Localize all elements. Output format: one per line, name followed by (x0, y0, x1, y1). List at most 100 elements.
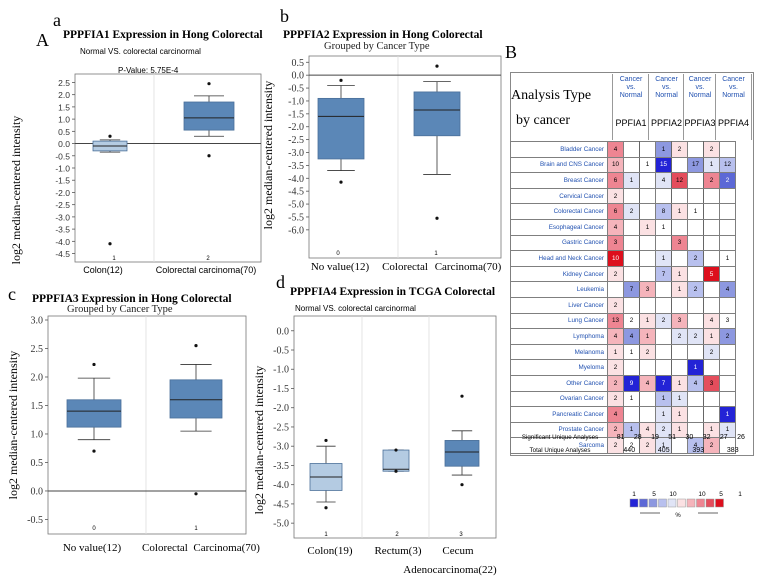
legend-swatch (696, 498, 705, 508)
panel-c-subtitle: Grouped by Cancer Type (67, 304, 173, 315)
column-header-ppfia4: Cancer vs. Normal PPFIA4 (715, 74, 752, 140)
outlier-point (207, 154, 211, 158)
panel-c-label: c (8, 284, 16, 304)
chart-a-xlabel-2: Colorectal carcinoma(70) (156, 265, 257, 275)
chart-d-ylabel: log2 median-centered intensity (252, 366, 266, 515)
heatmap-cell: 2 (687, 281, 704, 298)
heatmap-cell: 10 (607, 156, 624, 174)
chart-a-ytick-label: -2.5 (55, 200, 70, 210)
outlier-point (394, 448, 398, 452)
box-body (169, 379, 223, 419)
heatmap-cell: 1 (623, 390, 640, 408)
heatmap-row: Leukemia 7 3 1 2 4 (510, 281, 736, 298)
heatmap-cell: 1 (655, 141, 672, 158)
chart-b-ytick-label: 0.5 (292, 58, 305, 69)
chart-b-ytick-label: -5.5 (288, 212, 304, 223)
chart-a-ytick-label: 0.0 (58, 139, 70, 149)
column-group-label: Normal (688, 92, 712, 99)
footer-value: 30 (685, 434, 694, 441)
chart-c-ytick-label: 1.0 (31, 429, 44, 440)
column-group-label: vs. (729, 84, 738, 91)
heatmap-row: Brain and CNS Cancer 10 1 15 17 1 12 (510, 156, 736, 174)
heatmap-cell (719, 296, 736, 314)
outlier-point (324, 438, 328, 443)
chart-a-ytick-label: -1.0 (55, 164, 70, 174)
chart-d-ytick-label: -2.5 (273, 422, 289, 433)
heatmap-cell (623, 296, 640, 314)
heatmap-cell: 4 (719, 281, 736, 298)
legend-tick-label: 10 (698, 491, 706, 498)
heatmap-cell (703, 359, 720, 376)
chart-c-group-id-0: 0 (92, 526, 96, 532)
panel-b-title: PPPFIA2 Expression in Hong Colorectal (283, 29, 483, 41)
outlier-point (324, 506, 328, 510)
heatmap-cell (687, 312, 704, 330)
chart-a-box-2 (183, 82, 235, 158)
heatmap-cell: 1 (687, 203, 704, 220)
panel-d-subtitle: Normal VS. colorectal carcinormal (295, 304, 416, 313)
chart-d-ytick-label: -0.5 (273, 346, 289, 357)
outlier-point (435, 216, 439, 220)
chart-d-ytick-label: -4.5 (273, 499, 289, 510)
chart-b-group-id-0: 0 (336, 251, 340, 257)
chart-a-xlabel-1: Colon(12) (83, 265, 123, 275)
heatmap-cell (639, 234, 656, 252)
heatmap-cell: 3 (703, 374, 720, 392)
column-header-ppfia3: Cancer vs. Normal PPFIA3 (683, 74, 716, 140)
chart-c-box-2 (169, 344, 223, 496)
outlier-point (339, 78, 343, 82)
heatmap-cell (703, 390, 720, 408)
heatmap-row: Myeloma 2 1 (510, 359, 736, 376)
chart-a-group-id-2: 2 (206, 256, 210, 262)
oncomine-table: Bladder Cancer 4 1 2 2 Brain and CNS Cancer 10… (510, 141, 736, 454)
heatmap-cell: 2 (719, 172, 736, 189)
legend-swatch (629, 498, 639, 508)
chart-c-xlabel-2: Colorectal Carcinoma(70) (142, 542, 260, 554)
legend-swatch (715, 498, 724, 508)
heatmap-cell (719, 218, 736, 236)
heatmap-cell (607, 281, 624, 298)
panel-b-subtitle: Grouped by Cancer Type (324, 41, 430, 52)
chart-d-ytick-label: -5.0 (273, 519, 289, 530)
heatmap-cell: 1 (639, 328, 656, 345)
chart-b-ytick-label: -4.0 (288, 174, 304, 185)
chart-a-ytick-label: -3.0 (55, 212, 70, 222)
heatmap-cell: 2 (623, 203, 640, 220)
chart-a-ytick-label: -4.5 (55, 249, 70, 259)
heatmap-cell (719, 203, 736, 220)
footer-value: 51 (668, 434, 677, 441)
heatmap-cell (687, 234, 704, 252)
heatmap-cell (703, 250, 720, 267)
chart-a-ytick-label: -0.5 (55, 151, 70, 161)
chart-d-group-id-2: 2 (395, 532, 399, 538)
heatmap-cell (719, 343, 736, 361)
heatmap-cell (719, 141, 736, 158)
panel-A-label: A (36, 30, 49, 50)
oncomine-header-title-1: Analysis Type (511, 88, 592, 103)
oncomine-header-title-2: by cancer (516, 113, 571, 128)
cancer-type-label[interactable]: Sarcoma (510, 437, 608, 454)
outlier-point (339, 180, 343, 184)
legend-swatch (686, 498, 696, 508)
chart-a-ytick-label: 2.5 (58, 78, 70, 88)
chart-d-ytick-label: -3.5 (273, 461, 289, 472)
heatmap-cell (671, 437, 688, 454)
heatmap-cell: 6 (607, 203, 624, 220)
heatmap-row: Sarcoma 2 2 2 1 4 2 (510, 437, 736, 454)
gene-name: PPFIA4 (717, 118, 749, 128)
heatmap-cell (719, 374, 736, 392)
chart-a-ytick-label: -4.0 (55, 237, 70, 247)
legend-swatch (639, 498, 648, 508)
heatmap-cell: 3 (719, 312, 736, 330)
chart-b-ylabel: log2 median-centered intensity (261, 81, 275, 230)
chart-d-xlabel-2: Rectum(3) (374, 545, 421, 557)
legend-tick-label: 5 (652, 491, 656, 498)
legend-tick-label: 10 (669, 491, 677, 498)
chart-a-ytick-label: -1.5 (55, 176, 70, 186)
heatmap-cell: 2 (607, 437, 624, 454)
chart-d-footer: Adenocarcinoma(22) (403, 564, 497, 576)
heatmap-cell: 2 (607, 421, 624, 439)
chart-a-group-id-1: 1 (112, 256, 116, 262)
chart-d-group-id-3: 3 (459, 532, 463, 538)
